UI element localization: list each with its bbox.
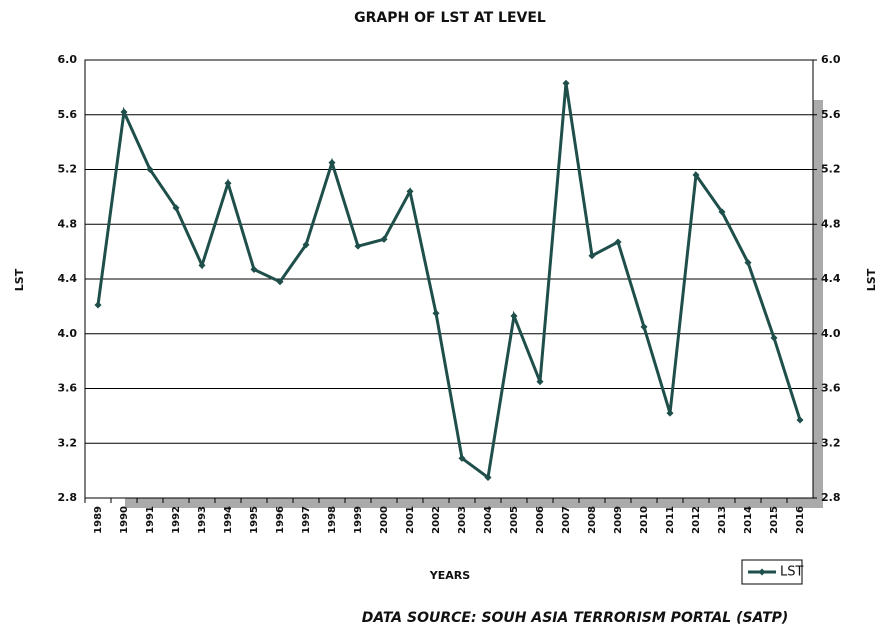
y2-tick-label: 3.6 (821, 382, 841, 395)
x-tick-label: 1989 (93, 506, 104, 534)
x-tick-label: 2013 (717, 506, 728, 534)
point-marker (120, 108, 128, 116)
x-tick-label: 1995 (249, 506, 260, 534)
x-tick-label: 2011 (665, 506, 676, 534)
point-marker (510, 312, 518, 320)
x-tick-label: 2008 (587, 506, 598, 534)
x-tick-label: 2012 (691, 506, 702, 534)
x-tick-label: 2009 (613, 506, 624, 534)
point-marker (224, 179, 232, 187)
point-marker (302, 241, 310, 249)
x-tick-label: 2014 (743, 506, 754, 534)
point-marker (354, 242, 362, 250)
y2-tick-label: 5.2 (821, 163, 841, 176)
x-tick-label: 1997 (301, 506, 312, 534)
x-axis-label: YEARS (429, 569, 470, 582)
x-tick-label: 2005 (509, 506, 520, 534)
source-note: DATA SOURCE: SOUH ASIA TERRORISM PORTAL … (362, 610, 789, 626)
point-marker (406, 187, 414, 195)
legend-marker (758, 568, 766, 576)
y-tick-label: 4.8 (58, 217, 78, 230)
y-tick-label: 4.0 (58, 327, 78, 340)
x-tick-label: 1993 (197, 506, 208, 534)
x-tick-label: 2002 (431, 506, 442, 534)
y-tick-label: 4.4 (58, 272, 78, 285)
x-tick-label: 2007 (561, 506, 572, 534)
point-marker (458, 454, 466, 462)
chart-title: GRAPH OF LST AT LEVEL (354, 10, 546, 26)
point-marker (744, 259, 752, 267)
x-tick-label: 1992 (171, 506, 182, 534)
y-tick-label: 3.6 (58, 382, 78, 395)
y-axis-label: LST (13, 268, 26, 291)
x-tick-label: 2006 (535, 506, 546, 534)
y2-axis-label: LST (865, 268, 878, 291)
x-tick-label: 1998 (327, 506, 338, 534)
y-tick-label: 5.6 (58, 108, 78, 121)
point-marker (484, 473, 492, 482)
point-marker (172, 204, 180, 212)
y-tick-label: 2.8 (58, 491, 78, 504)
point-marker (562, 79, 570, 87)
point-marker (432, 309, 440, 317)
plot-shadow (125, 498, 823, 508)
x-tick-label: 1991 (145, 506, 156, 534)
legend-label: LST (780, 565, 803, 580)
y2-tick-label: 4.0 (821, 327, 841, 340)
point-marker (796, 416, 804, 424)
x-tick-label: 2015 (769, 506, 780, 534)
y-tick-label: 6.0 (58, 53, 78, 66)
y2-tick-label: 5.6 (821, 108, 841, 121)
y2-tick-label: 4.4 (821, 272, 841, 285)
point-marker (770, 334, 778, 342)
x-tick-label: 2003 (457, 506, 468, 534)
y2-tick-label: 4.8 (821, 217, 841, 230)
point-marker (198, 261, 206, 269)
point-marker (146, 165, 154, 174)
point-marker (94, 301, 102, 309)
plot-shadow (813, 100, 823, 508)
line (96, 83, 802, 481)
point-marker (250, 265, 258, 273)
point-marker (536, 378, 544, 386)
point-marker (718, 208, 726, 216)
x-tick-label: 2001 (405, 506, 416, 534)
y-tick-label: 5.2 (58, 163, 78, 176)
x-tick-label: 2016 (795, 506, 806, 534)
point-marker (588, 252, 596, 260)
point-marker (328, 159, 336, 167)
point-marker (614, 238, 622, 246)
y2-tick-label: 2.8 (821, 491, 841, 504)
x-tick-label: 1996 (275, 506, 286, 534)
y2-tick-label: 6.0 (821, 53, 841, 66)
point-marker (666, 409, 674, 417)
x-tick-label: 2000 (379, 506, 390, 534)
point-marker (380, 235, 388, 243)
point-marker (640, 323, 648, 331)
x-tick-label: 2010 (639, 506, 650, 534)
x-tick-label: 1999 (353, 506, 364, 534)
x-tick-label: 1990 (119, 506, 130, 534)
y2-tick-label: 3.2 (821, 436, 841, 449)
point-marker (692, 171, 700, 179)
x-tick-label: 1994 (223, 506, 234, 534)
x-tick-label: 2004 (483, 506, 494, 534)
y-tick-label: 3.2 (58, 436, 78, 449)
point-marker (276, 278, 284, 286)
